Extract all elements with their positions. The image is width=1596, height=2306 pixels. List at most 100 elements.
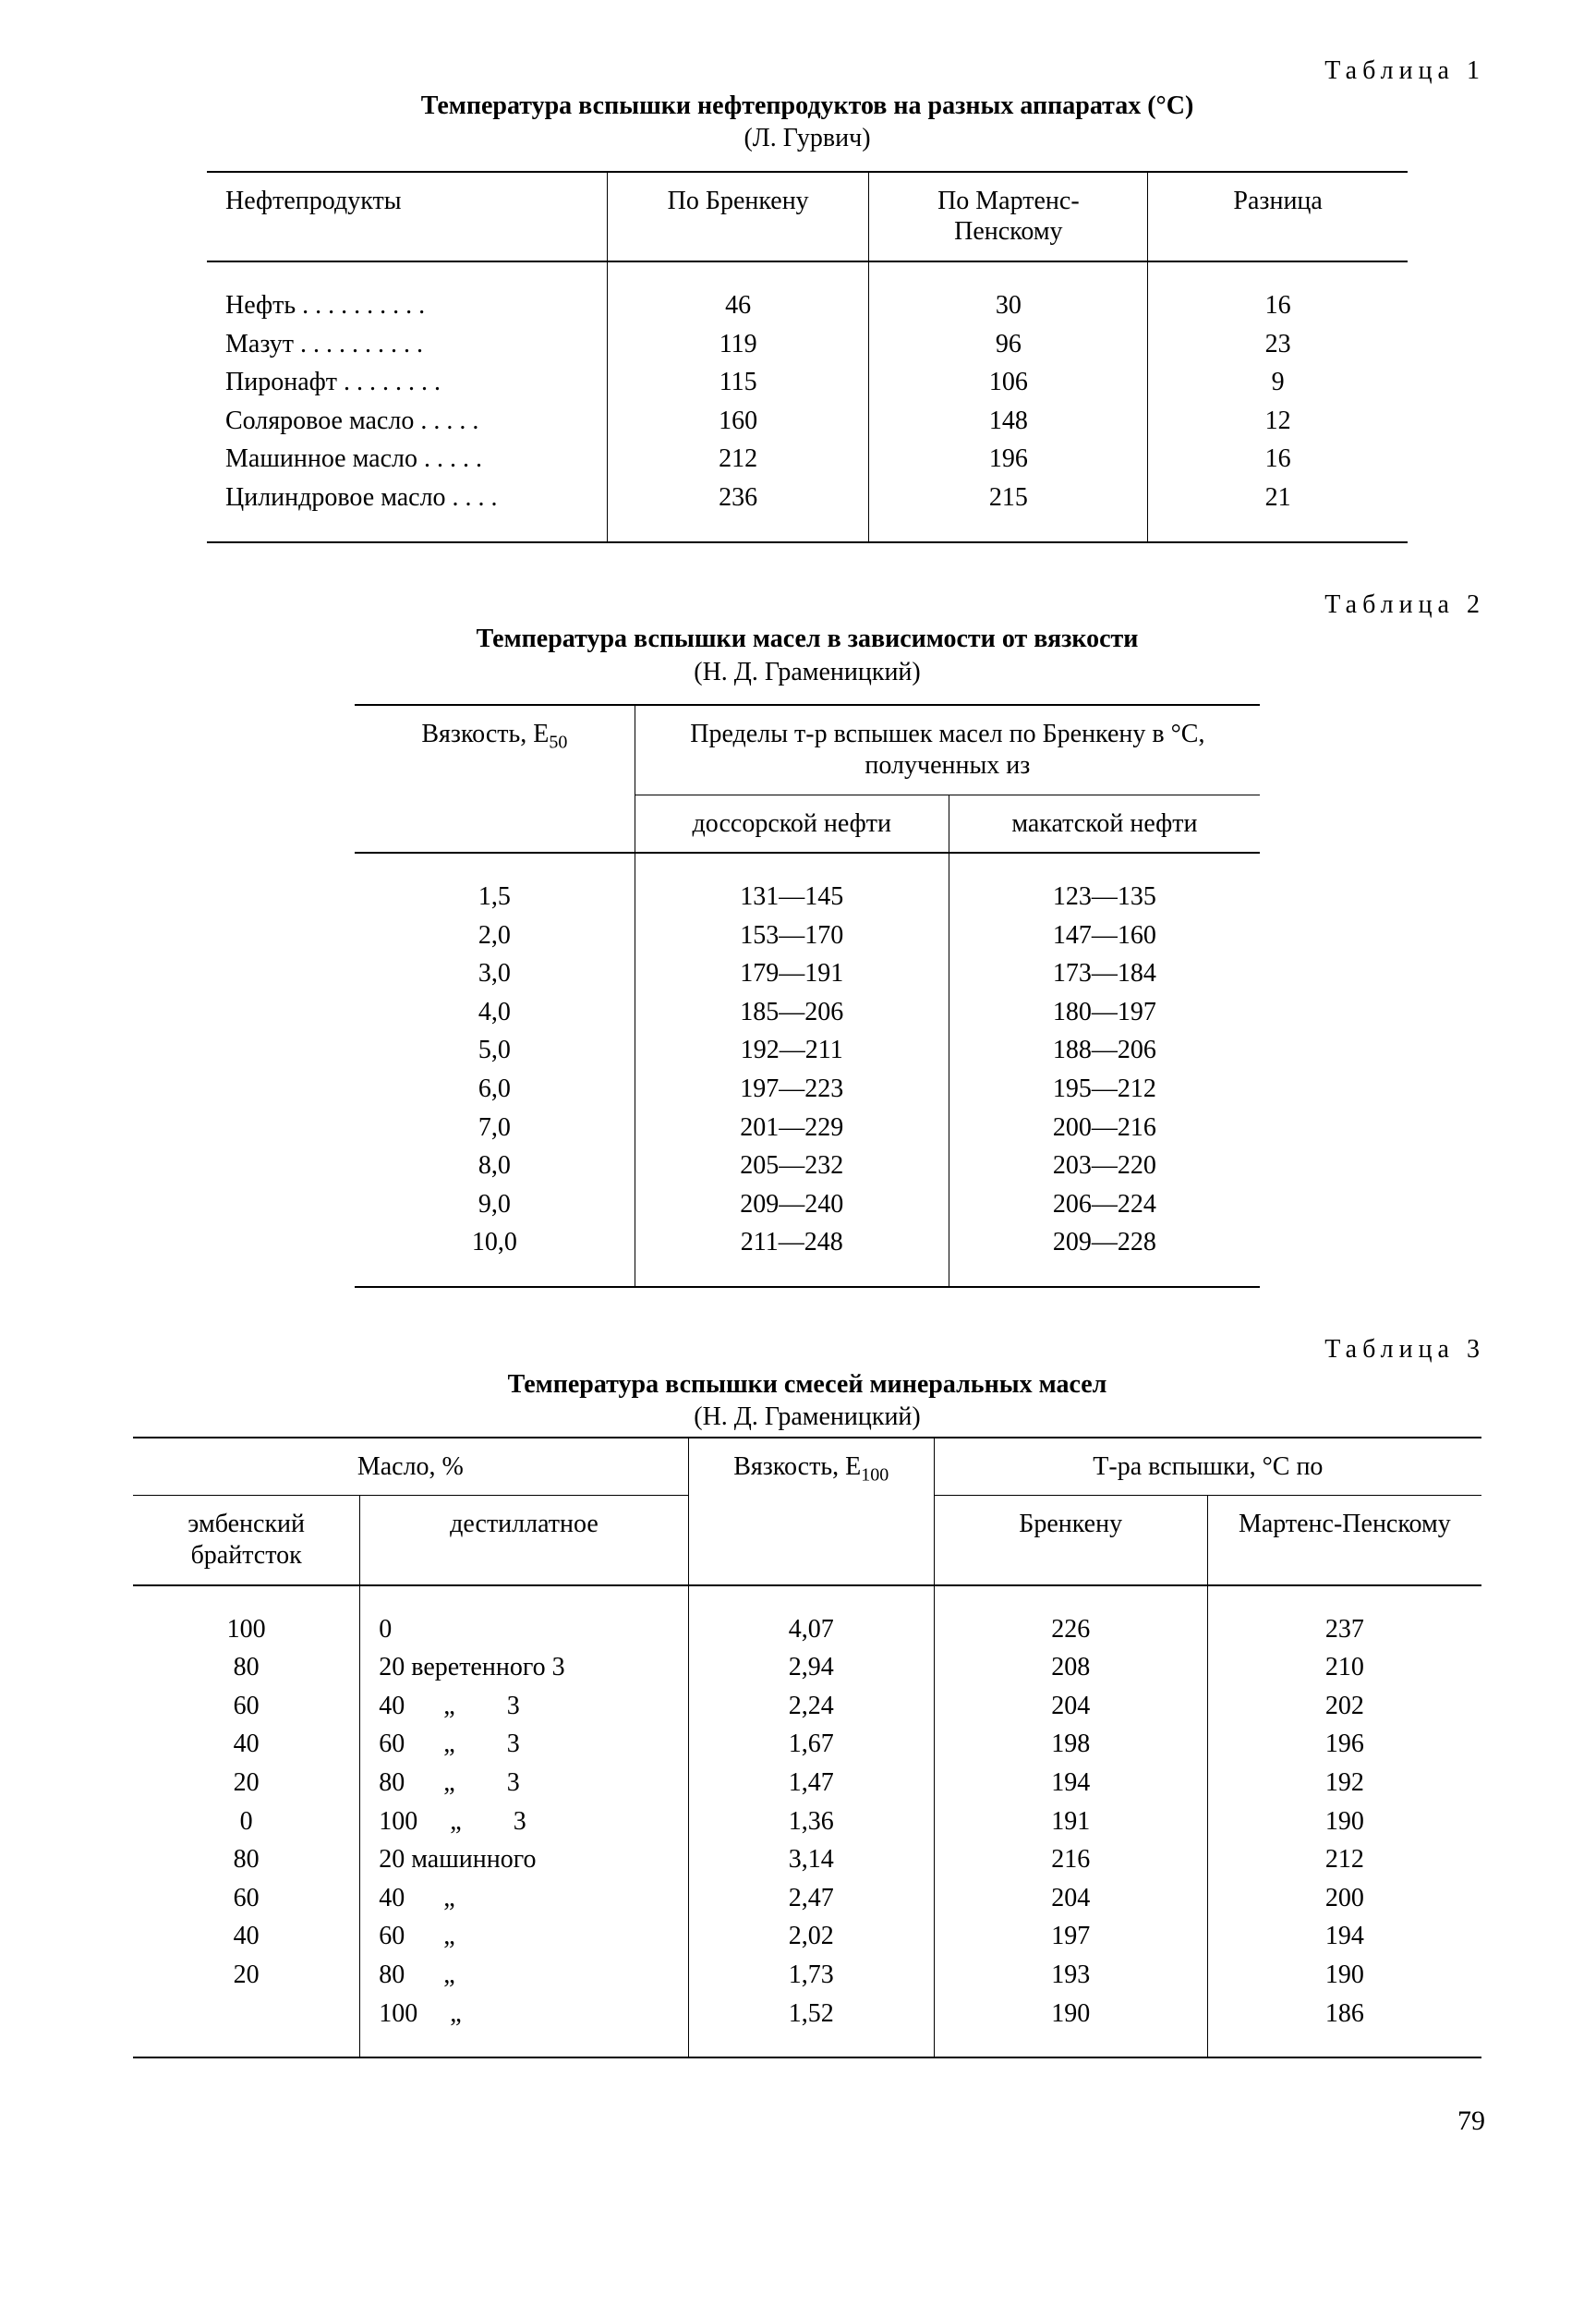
t2-h-visc-pre: Вязкость, E [421, 720, 549, 748]
cell: 60 [133, 1879, 360, 1918]
table-row: 0100 „ 31,36191190 [133, 1802, 1481, 1841]
cell: 204 [934, 1879, 1207, 1918]
cell: 147—160 [949, 916, 1260, 955]
t3-h-c2: дестиллатное [360, 1496, 688, 1585]
cell: 190 [1207, 1802, 1481, 1841]
table-row: 6,0197—223195—212 [355, 1070, 1260, 1109]
table-row: Машинное масло . . . . .21219616 [207, 440, 1408, 479]
cell: 190 [934, 1995, 1207, 2058]
cell: 197—223 [635, 1070, 949, 1109]
cell: 1,52 [688, 1995, 934, 2058]
cell: 4,07 [688, 1585, 934, 1649]
table2-author: (Н. Д. Граменицкий) [129, 657, 1485, 688]
table-row: 8020 веретенного 32,94208210 [133, 1648, 1481, 1687]
table-row: 3,0179—191173—184 [355, 954, 1260, 993]
cell: 215 [869, 479, 1148, 542]
table-row: 7,0201—229200—216 [355, 1109, 1260, 1147]
cell: 196 [1207, 1725, 1481, 1764]
table1-title: Температура вспышки нефтепродуктов на ра… [129, 91, 1485, 122]
cell: 30 [869, 261, 1148, 325]
t3-h-flash: Т-ра вспышки, °С по [934, 1438, 1481, 1496]
cell: 201—229 [635, 1109, 949, 1147]
cell: 2,02 [688, 1917, 934, 1956]
cell: 0 [360, 1585, 688, 1649]
cell: 188—206 [949, 1031, 1260, 1070]
cell: 200—216 [949, 1109, 1260, 1147]
cell: 205—232 [635, 1147, 949, 1185]
cell: 204 [934, 1687, 1207, 1726]
cell: Цилиндровое масло . . . . [207, 479, 607, 542]
cell: 9,0 [355, 1185, 635, 1224]
cell: 180—197 [949, 993, 1260, 1032]
cell: 115 [607, 363, 869, 402]
cell: 21 [1148, 479, 1408, 542]
cell: 96 [869, 325, 1148, 364]
cell: 6,0 [355, 1070, 635, 1109]
cell: 20 [133, 1956, 360, 1995]
cell: 194 [1207, 1917, 1481, 1956]
cell: 20 машинного [360, 1840, 688, 1879]
cell: 203—220 [949, 1147, 1260, 1185]
t3-h-c4: Бренкену [934, 1496, 1207, 1585]
cell: 40 „ [360, 1879, 688, 1918]
t1-h1: Нефтепродукты [207, 172, 607, 261]
cell: 200 [1207, 1879, 1481, 1918]
cell [133, 1995, 360, 2058]
cell: 1,5 [355, 853, 635, 916]
t2-h-c3: макатской нефти [949, 795, 1260, 853]
cell: 2,24 [688, 1687, 934, 1726]
table-row: 10,0211—248209—228 [355, 1223, 1260, 1287]
cell: 60 „ [360, 1917, 688, 1956]
cell: 8,0 [355, 1147, 635, 1185]
cell: 123—135 [949, 853, 1260, 916]
cell: 198 [934, 1725, 1207, 1764]
cell: 40 [133, 1725, 360, 1764]
cell: 80 „ [360, 1956, 688, 1995]
cell: 226 [934, 1585, 1207, 1649]
table1: Нефтепродукты По Бренкену По Мартенс-Пен… [207, 171, 1408, 543]
cell: 237 [1207, 1585, 1481, 1649]
cell: 186 [1207, 1995, 1481, 2058]
table-row: 2080 „1,73193190 [133, 1956, 1481, 1995]
table-row: 5,0192—211188—206 [355, 1031, 1260, 1070]
cell: 197 [934, 1917, 1207, 1956]
cell: 209—240 [635, 1185, 949, 1224]
cell: 100 [133, 1585, 360, 1649]
cell: 80 [133, 1648, 360, 1687]
cell: 210 [1207, 1648, 1481, 1687]
cell: Соляровое масло . . . . . [207, 402, 607, 441]
table-row: 8020 машинного3,14216212 [133, 1840, 1481, 1879]
cell: 211—248 [635, 1223, 949, 1287]
cell: 1,36 [688, 1802, 934, 1841]
cell: 193 [934, 1956, 1207, 1995]
cell: 1,67 [688, 1725, 934, 1764]
cell: 16 [1148, 440, 1408, 479]
t2-h-c2: доссорской нефти [635, 795, 949, 853]
table1-author: (Л. Гурвич) [129, 123, 1485, 154]
table3-title: Температура вспышки смесей минеральных м… [129, 1369, 1485, 1401]
table-row: 100 „1,52190186 [133, 1995, 1481, 2058]
cell: 12 [1148, 402, 1408, 441]
cell: 1,47 [688, 1764, 934, 1802]
cell: 16 [1148, 261, 1408, 325]
cell: 160 [607, 402, 869, 441]
cell: 1,73 [688, 1956, 934, 1995]
cell: 100 „ 3 [360, 1802, 688, 1841]
t1-h2: По Бренкену [607, 172, 869, 261]
table-row: Пиронафт . . . . . . . .1151069 [207, 363, 1408, 402]
cell: 80 [133, 1840, 360, 1879]
table-row: Соляровое масло . . . . .16014812 [207, 402, 1408, 441]
cell: 202 [1207, 1687, 1481, 1726]
table2-label: Таблица 2 [129, 589, 1485, 621]
t3-h-visc-pre: Вязкость, E [733, 1452, 861, 1481]
table-row: 2080 „ 31,47194192 [133, 1764, 1481, 1802]
cell: 20 веретенного 3 [360, 1648, 688, 1687]
t2-h-span: Пределы т-р вспышек масел по Бренкену в … [635, 705, 1260, 795]
cell: 100 „ [360, 1995, 688, 2058]
cell: 209—228 [949, 1223, 1260, 1287]
cell: 60 [133, 1687, 360, 1726]
t3-h-oil: Масло, % [133, 1438, 688, 1496]
cell: 173—184 [949, 954, 1260, 993]
table2: Вязкость, E50 Пределы т-р вспышек масел … [355, 704, 1260, 1288]
t1-h4: Разница [1148, 172, 1408, 261]
